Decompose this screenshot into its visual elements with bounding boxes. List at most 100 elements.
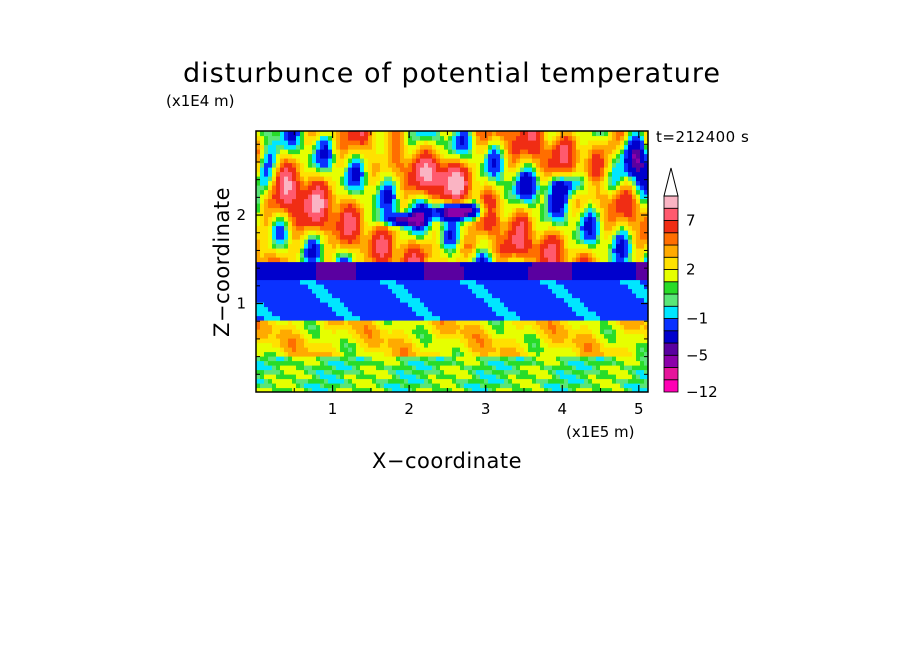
field-cell	[264, 329, 269, 335]
field-cell	[260, 360, 265, 366]
field-cell	[548, 293, 553, 299]
field-cell	[576, 158, 581, 164]
field-cell	[572, 347, 577, 353]
field-cell	[312, 365, 317, 371]
field-cell	[324, 351, 329, 357]
field-cell	[468, 252, 473, 258]
field-cell	[580, 293, 585, 299]
field-cell	[388, 293, 393, 299]
field-cell	[572, 171, 577, 177]
field-cell	[308, 216, 313, 222]
field-cell	[396, 365, 401, 371]
field-cell	[332, 180, 337, 186]
field-cell	[408, 266, 413, 272]
field-cell	[508, 324, 513, 330]
field-cell	[556, 230, 561, 236]
field-cell	[500, 198, 505, 204]
field-cell	[276, 234, 281, 240]
field-cell	[536, 329, 541, 335]
field-cell	[556, 329, 561, 335]
field-cell	[304, 378, 309, 384]
field-cell	[436, 180, 441, 186]
field-cell	[504, 333, 509, 339]
field-cell	[316, 167, 321, 173]
field-cell	[448, 225, 453, 231]
field-cell	[592, 180, 597, 186]
field-cell	[524, 279, 529, 285]
field-cell	[584, 279, 589, 285]
field-cell	[504, 140, 509, 146]
field-cell	[552, 180, 557, 186]
field-cell	[576, 144, 581, 150]
field-cell	[496, 189, 501, 195]
field-cell	[444, 131, 449, 137]
field-cell	[580, 288, 585, 294]
field-cell	[304, 329, 309, 335]
field-cell	[584, 329, 589, 335]
field-cell	[432, 153, 437, 159]
field-cell	[568, 243, 573, 249]
field-cell	[292, 176, 297, 182]
field-cell	[516, 230, 521, 236]
field-cell	[440, 275, 445, 281]
field-cell	[356, 140, 361, 146]
field-cell	[580, 338, 585, 344]
field-cell	[256, 356, 261, 362]
field-cell	[332, 270, 337, 276]
field-cell	[392, 225, 397, 231]
field-cell	[464, 162, 469, 168]
field-cell	[384, 383, 389, 389]
field-cell	[352, 293, 357, 299]
field-cell	[432, 311, 437, 317]
field-cell	[400, 351, 405, 357]
field-cell	[588, 194, 593, 200]
field-cell	[396, 320, 401, 326]
field-cell	[372, 288, 377, 294]
field-cell	[264, 194, 269, 200]
field-cell	[504, 270, 509, 276]
field-cell	[328, 297, 333, 303]
field-cell	[372, 315, 377, 321]
field-cell	[556, 158, 561, 164]
field-cell	[264, 356, 269, 362]
field-cell	[348, 194, 353, 200]
field-cell	[480, 140, 485, 146]
field-cell	[460, 207, 465, 213]
field-cell	[592, 153, 597, 159]
field-cell	[504, 311, 509, 317]
field-cell	[284, 243, 289, 249]
field-cell	[524, 216, 529, 222]
field-cell	[460, 293, 465, 299]
field-cell	[592, 302, 597, 308]
field-cell	[420, 207, 425, 213]
field-cell	[548, 153, 553, 159]
field-cell	[556, 225, 561, 231]
field-cell	[500, 374, 505, 380]
field-cell	[420, 185, 425, 191]
field-cell	[412, 140, 417, 146]
field-cell	[500, 189, 505, 195]
field-cell	[480, 149, 485, 155]
field-cell	[580, 243, 585, 249]
field-cell	[332, 216, 337, 222]
field-cell	[416, 189, 421, 195]
field-cell	[264, 338, 269, 344]
field-cell	[420, 153, 425, 159]
field-cell	[304, 369, 309, 375]
field-cell	[500, 387, 505, 392]
field-cell	[448, 180, 453, 186]
field-cell	[420, 131, 425, 137]
field-cell	[412, 387, 417, 392]
field-cell	[404, 194, 409, 200]
field-cell	[524, 369, 529, 375]
field-cell	[364, 248, 369, 254]
field-cell	[288, 153, 293, 159]
field-cell	[444, 221, 449, 227]
field-cell	[424, 135, 429, 141]
field-cell	[524, 347, 529, 353]
field-cell	[368, 374, 373, 380]
field-cell	[372, 185, 377, 191]
field-cell	[296, 225, 301, 231]
field-cell	[564, 333, 569, 339]
field-cell	[288, 297, 293, 303]
